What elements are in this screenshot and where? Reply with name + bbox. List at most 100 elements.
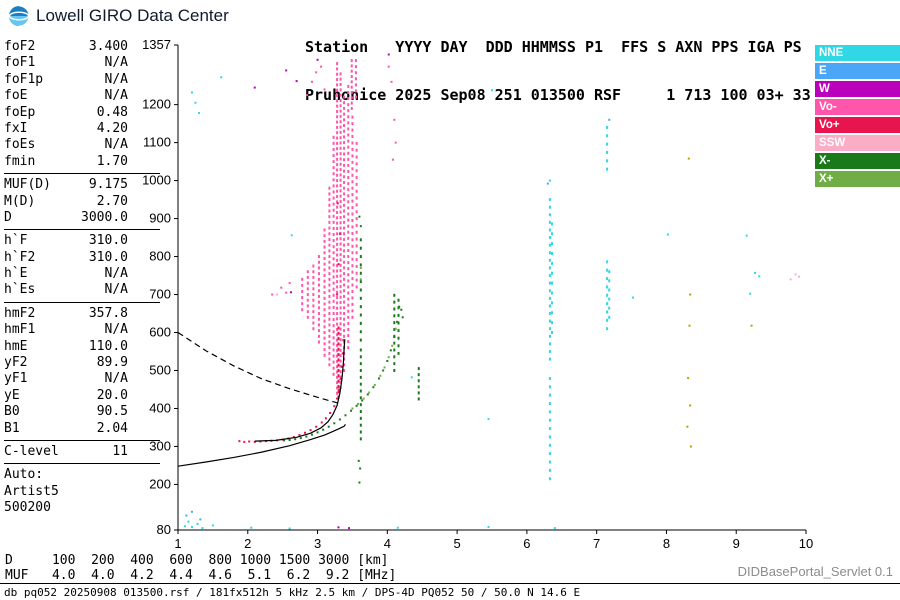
- param-row-mufd: MUF(D) 9.175: [4, 177, 128, 193]
- param-label: h`F: [4, 233, 28, 249]
- param-value: N/A: [104, 322, 128, 338]
- giro-globe-icon: [8, 5, 30, 27]
- x-tick-label: 8: [663, 536, 670, 551]
- series-unclassified-yellow: [686, 157, 753, 448]
- legend-item-vo: Vo-: [815, 99, 900, 115]
- y-tick-label: 1000: [142, 173, 171, 188]
- chart-axes: [177, 45, 806, 531]
- y-tick-label: 200: [149, 476, 171, 491]
- param-divider: [4, 229, 160, 231]
- parameter-panel: foF2 3.400 foF1 N/A foF1p N/A foE N/A foEp 0.48 fx…: [4, 39, 162, 517]
- y-tick-label: 300: [149, 438, 171, 453]
- x-tick-label: 9: [733, 536, 740, 551]
- param-value: N/A: [104, 88, 128, 104]
- param-label: foF1p: [4, 71, 44, 87]
- param-row-d: D 3000.0: [4, 210, 128, 226]
- param-row-fof2: foF2 3.400: [4, 39, 128, 55]
- legend-item-ssw: SSW: [815, 135, 900, 151]
- param-value: 9.175: [88, 177, 128, 193]
- param-value: N/A: [104, 137, 128, 153]
- param-divider: [4, 439, 160, 441]
- param-row-b1: B1 2.04: [4, 421, 128, 437]
- param-value: 1.70: [96, 153, 128, 169]
- y-tick-label: 800: [149, 249, 171, 264]
- param-label: foE: [4, 88, 28, 104]
- param-row-hf: h`F 310.0: [4, 233, 128, 249]
- muf-row-muf: MUF 4.0 4.0 4.2 4.4 4.6 5.1 6.2 9.2 [MHz…: [5, 568, 397, 583]
- auto-line: 500200: [4, 500, 51, 516]
- param-value: 89.9: [96, 355, 128, 371]
- param-value: 357.8: [88, 305, 128, 321]
- param-row-fof1p: foF1p N/A: [4, 72, 128, 88]
- param-label: foEp: [4, 104, 36, 120]
- param-label: MUF(D): [4, 177, 51, 193]
- y-tick-label: 1100: [143, 135, 171, 150]
- param-value: 110.0: [88, 338, 128, 354]
- param-value: 3.400: [88, 39, 128, 54]
- param-value: N/A: [104, 371, 128, 387]
- y-tick-label: 700: [149, 287, 171, 302]
- x-tick-label: 1: [174, 536, 181, 551]
- param-row-foep: foEp 0.48: [4, 105, 128, 121]
- y-tick-label: 80: [157, 522, 171, 537]
- series-x-: [283, 215, 420, 484]
- overlay-o-trace-fit: [254, 339, 346, 442]
- series-x-: [351, 266, 397, 410]
- param-row-clevel: C-level 11: [4, 444, 128, 460]
- param-row-fmin: fmin 1.70: [4, 154, 128, 170]
- param-value: N/A: [104, 71, 128, 87]
- param-row-fxi: fxI 4.20: [4, 121, 128, 137]
- x-tick-label: 7: [593, 536, 600, 551]
- param-row-yf2: yF2 89.9: [4, 355, 128, 371]
- param-row-md: M(D) 2.70: [4, 194, 128, 210]
- param-row-hme: hmE 110.0: [4, 339, 128, 355]
- x-tick-label: 2: [244, 536, 251, 551]
- param-value: 3000.0: [81, 209, 128, 225]
- param-label: hmE: [4, 338, 28, 354]
- param-row-hmf2: hmF2 357.8: [4, 306, 128, 322]
- param-label: fxI: [4, 120, 28, 136]
- param-row-b0: B0 90.5: [4, 404, 128, 420]
- station-header: Station YYYY DAY DDD HHMMSS P1 FFS S AXN…: [305, 7, 811, 135]
- param-row-fof1: foF1 N/A: [4, 55, 128, 71]
- series-w: [253, 53, 390, 530]
- x-tick-label: 4: [384, 536, 391, 551]
- param-row-hes: h`Es N/A: [4, 282, 128, 298]
- station-header-line1: Station YYYY DAY DDD HHMMSS P1 FFS S AXN…: [305, 38, 802, 56]
- param-row-he: h`E N/A: [4, 266, 128, 282]
- y-tick-label: 1200: [142, 97, 171, 112]
- overlay-true-height-profile: [177, 424, 346, 467]
- param-label: yF1: [4, 371, 28, 387]
- param-label: M(D): [4, 193, 36, 209]
- station-header-line2: Pruhonice 2025 Sep08 251 013500 RSF 1 71…: [305, 86, 811, 104]
- param-label: h`F2: [4, 249, 36, 265]
- series-ssw: [276, 273, 801, 296]
- param-value: 2.70: [96, 193, 128, 209]
- echo-direction-legend: NNE E W Vo- Vo+ SSW X- X+: [815, 45, 900, 189]
- y-tick-label: 500: [149, 362, 171, 377]
- auto-block: Auto: Artist5 500200: [4, 467, 162, 516]
- param-row-ye: yE 20.0: [4, 388, 128, 404]
- legend-item-x: X+: [815, 171, 900, 187]
- param-label: hmF1: [4, 322, 36, 338]
- param-value: N/A: [104, 282, 128, 298]
- param-divider: [4, 173, 160, 175]
- param-label: D: [4, 209, 12, 225]
- legend-item-x: X-: [815, 153, 900, 169]
- param-label: fmin: [4, 153, 36, 169]
- series-vo-: [238, 202, 345, 443]
- param-value: 0.48: [96, 104, 128, 120]
- y-tick-label: 600: [149, 325, 171, 340]
- param-label: yE: [4, 387, 20, 403]
- param-row-foes: foEs N/A: [4, 137, 128, 153]
- param-divider: [4, 463, 160, 465]
- legend-item-e: E: [815, 63, 900, 79]
- param-label: yF2: [4, 355, 28, 371]
- param-value: 310.0: [88, 249, 128, 265]
- param-row-foe: foE N/A: [4, 88, 128, 104]
- y-tick-label: 400: [149, 400, 171, 415]
- giro-logo[interactable]: Lowell GIRO Data Center: [8, 5, 229, 27]
- param-label: hmF2: [4, 305, 36, 321]
- param-label: B0: [4, 404, 20, 420]
